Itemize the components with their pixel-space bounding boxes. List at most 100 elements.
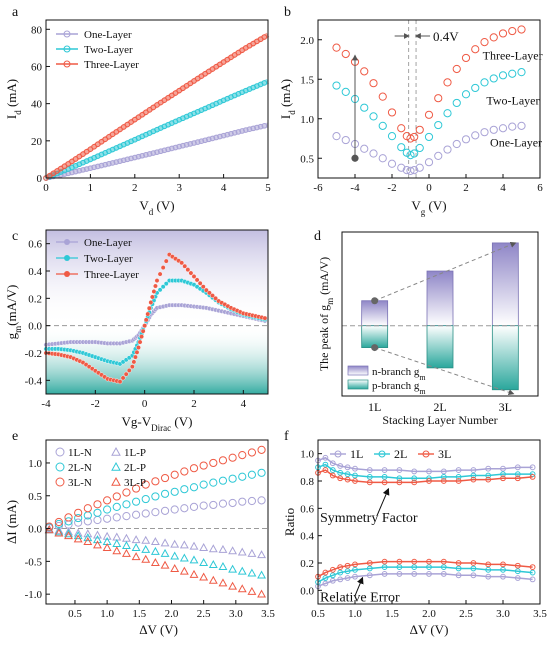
data-point (91, 164, 97, 171)
data-point (102, 161, 108, 168)
b-xtick-label: -4 (350, 182, 360, 194)
data-point (148, 300, 154, 305)
panel-f: f 0.5 1.0 1.5 2.0 2.5 3.0 3.5 0.0 0.2 0.4 0.6 0.8 1.0… (282, 429, 547, 637)
b-ytick-label: 1.0 (300, 114, 314, 126)
data-point (500, 573, 506, 580)
data-point (406, 166, 415, 175)
legend-marker (111, 476, 121, 486)
data-point (208, 544, 218, 553)
data-point (106, 133, 112, 140)
legend-label: 1L-N (68, 447, 92, 459)
data-point (134, 349, 140, 355)
legend-label: Three-Layer (84, 269, 139, 281)
data-point (131, 542, 141, 551)
legend-label: 3L (438, 447, 451, 461)
b-panel-label: b (284, 5, 291, 20)
legend-label: Two-Layer (84, 44, 133, 56)
data-point (470, 560, 477, 566)
p-region-shade (46, 325, 268, 394)
data-point (172, 144, 179, 151)
f-x-axis-label: ΔV (V) (410, 622, 449, 637)
data-point (76, 153, 83, 160)
data-point (514, 475, 521, 482)
data-point (199, 480, 208, 489)
data-point (64, 531, 73, 540)
data-point (117, 126, 123, 133)
data-point (397, 163, 406, 172)
panel-e: e 0.5 1.0 1.5 2.0 2.5 3.0 3.5 -1.0 -0.5 0.0 0.5 1.0 Δ… (4, 429, 275, 637)
data-point (189, 555, 199, 564)
a-xtick-label: 5 (265, 182, 271, 194)
data-point (426, 564, 432, 570)
d-plot-frame (341, 231, 539, 397)
data-point (93, 540, 102, 549)
d-category-label: 2L (433, 400, 446, 414)
data-point (170, 470, 179, 479)
data-point (424, 110, 434, 119)
symmetry-factor-annotation: Symmetry Factor (320, 511, 418, 526)
data-point (213, 134, 219, 141)
data-point (341, 87, 350, 96)
data-point (360, 103, 369, 112)
c-y-axis-label: gm(mA/V) (4, 285, 23, 340)
data-point (218, 476, 228, 485)
data-point (182, 263, 188, 269)
e-xtick-label: 3.0 (229, 608, 243, 620)
data-point (247, 470, 257, 479)
a-ytick-label: 40 (31, 99, 43, 111)
data-point (150, 537, 160, 546)
a-xtick-label: 3 (176, 182, 182, 194)
data-point (366, 467, 373, 473)
e-xtick-label: 1.0 (100, 608, 114, 620)
data-point (102, 542, 112, 551)
data-point (360, 144, 369, 153)
data-point (443, 145, 452, 154)
data-point (517, 121, 526, 130)
data-point (218, 578, 228, 587)
data-point (471, 131, 480, 140)
data-point (154, 149, 160, 155)
data-point (410, 166, 419, 175)
data-point (217, 133, 223, 140)
data-point (199, 461, 208, 470)
data-point (424, 132, 434, 142)
data-point (95, 141, 101, 148)
data-point (426, 478, 432, 484)
data-point (65, 161, 71, 167)
data-point (112, 539, 122, 548)
trend-arrow-origin (351, 154, 359, 162)
data-point (199, 501, 208, 510)
e-plot-frame (45, 439, 269, 605)
f-xtick-label: 3.0 (496, 608, 510, 620)
f-panel-label: f (284, 429, 289, 444)
c-xtick-label: 4 (241, 398, 247, 410)
data-point (95, 163, 101, 170)
data-point (397, 124, 406, 133)
data-point (228, 474, 237, 483)
data-point (480, 38, 489, 47)
data-point (337, 569, 344, 576)
legend-marker (111, 446, 121, 456)
data-point (180, 142, 186, 149)
data-point (470, 572, 477, 579)
data-point (500, 471, 506, 478)
data-point (218, 456, 228, 465)
data-point (485, 561, 492, 568)
b-y-axis-label: Id (mA) (278, 79, 297, 119)
data-point (238, 497, 247, 506)
legend-label: 2L (394, 447, 407, 461)
data-point (500, 475, 506, 482)
data-point (74, 508, 83, 517)
data-point (237, 584, 247, 593)
data-point (257, 550, 267, 559)
b-ytick-label: 0.5 (300, 153, 314, 165)
data-point (329, 467, 336, 473)
data-point (366, 474, 373, 480)
data-point (153, 283, 158, 289)
data-point (91, 143, 97, 150)
data-point (440, 564, 447, 570)
data-point (381, 479, 388, 486)
data-point (360, 67, 369, 76)
data-point (131, 510, 141, 519)
